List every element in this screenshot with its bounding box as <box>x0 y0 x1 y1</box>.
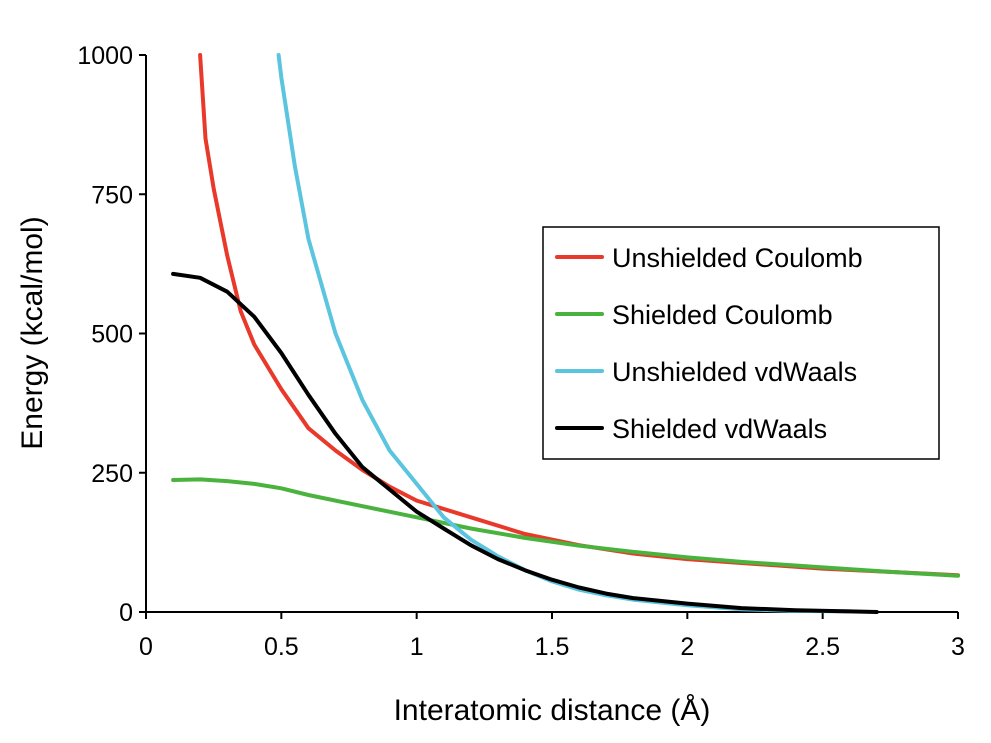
y-tick-label: 250 <box>91 460 133 488</box>
legend-items: Unshielded Coulomb Shielded Coulomb Unshie… <box>555 243 863 444</box>
x-tick-label: 2.5 <box>805 633 840 661</box>
y-tick-label: 500 <box>91 321 133 349</box>
y-tick-label: 0 <box>119 599 133 627</box>
x-tick-label: 1 <box>410 633 424 661</box>
legend-label-shielded-vdwaals: Shielded vdWaals <box>612 414 827 444</box>
y-axis-title: Energy (kcal/mol) <box>16 216 49 449</box>
legend-box <box>542 226 940 460</box>
x-tick-label: 0 <box>139 633 153 661</box>
x-tick-label: 2 <box>680 633 694 661</box>
y-axis-ticks: 0 250 500 750 1000 <box>77 42 146 627</box>
legend-label-shielded-coulomb: Shielded Coulomb <box>612 300 833 330</box>
axes: 0 0.5 1 1.5 2 2.5 3 0 250 500 750 1000 <box>77 42 965 661</box>
legend-label-unshielded-coulomb: Unshielded Coulomb <box>612 243 863 273</box>
y-tick-label: 750 <box>91 181 133 209</box>
x-tick-label: 0.5 <box>264 633 299 661</box>
x-axis-title: Interatomic distance (Å) <box>394 694 711 727</box>
x-tick-label: 3 <box>951 633 965 661</box>
series-line-shielded-coulomb <box>171 477 960 578</box>
series-line-shielded-vdwaals <box>171 271 879 614</box>
series-lines <box>171 53 960 614</box>
legend: Unshielded Coulomb Shielded Coulomb Unshie… <box>542 226 940 460</box>
x-tick-label: 1.5 <box>535 633 570 661</box>
y-tick-label: 1000 <box>77 42 133 70</box>
x-axis-ticks: 0 0.5 1 1.5 2 2.5 3 <box>139 612 965 661</box>
legend-label-unshielded-vdwaals: Unshielded vdWaals <box>612 357 857 387</box>
